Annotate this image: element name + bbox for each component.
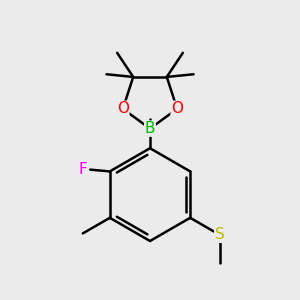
Text: O: O bbox=[171, 101, 183, 116]
Text: S: S bbox=[215, 227, 224, 242]
Text: B: B bbox=[145, 121, 155, 136]
Text: O: O bbox=[117, 101, 129, 116]
Text: F: F bbox=[79, 162, 87, 177]
